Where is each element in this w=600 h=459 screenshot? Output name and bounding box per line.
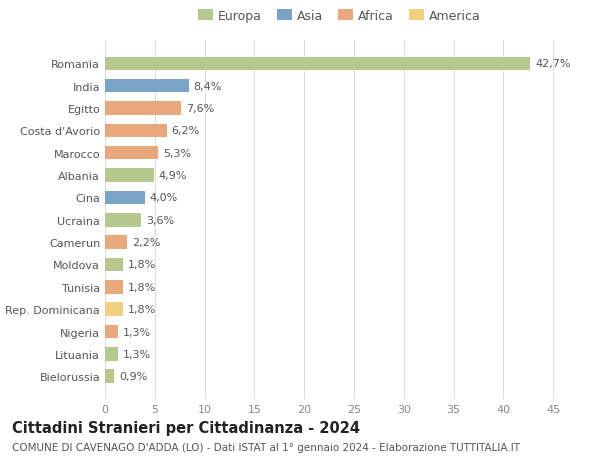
Bar bbox=[105, 124, 167, 138]
Bar bbox=[105, 213, 141, 227]
Bar bbox=[105, 102, 181, 116]
Text: 6,2%: 6,2% bbox=[172, 126, 200, 136]
Bar bbox=[105, 369, 114, 383]
Text: 1,8%: 1,8% bbox=[128, 282, 156, 292]
Text: 0,9%: 0,9% bbox=[119, 371, 147, 381]
Bar bbox=[105, 57, 530, 71]
Bar bbox=[105, 280, 123, 294]
Bar bbox=[105, 147, 158, 160]
Text: 8,4%: 8,4% bbox=[194, 82, 222, 91]
Bar bbox=[105, 169, 154, 182]
Text: Cittadini Stranieri per Cittadinanza - 2024: Cittadini Stranieri per Cittadinanza - 2… bbox=[12, 420, 360, 435]
Text: 4,9%: 4,9% bbox=[159, 171, 187, 181]
Text: 42,7%: 42,7% bbox=[535, 59, 571, 69]
Bar bbox=[105, 80, 188, 93]
Text: 1,3%: 1,3% bbox=[123, 349, 151, 359]
Bar bbox=[105, 236, 127, 249]
Text: 2,2%: 2,2% bbox=[132, 238, 160, 247]
Text: 1,8%: 1,8% bbox=[128, 260, 156, 270]
Text: COMUNE DI CAVENAGO D'ADDA (LO) - Dati ISTAT al 1° gennaio 2024 - Elaborazione TU: COMUNE DI CAVENAGO D'ADDA (LO) - Dati IS… bbox=[12, 442, 520, 452]
Bar bbox=[105, 325, 118, 338]
Legend: Europa, Asia, Africa, America: Europa, Asia, Africa, America bbox=[193, 5, 485, 28]
Bar bbox=[105, 191, 145, 205]
Text: 4,0%: 4,0% bbox=[150, 193, 178, 203]
Text: 5,3%: 5,3% bbox=[163, 148, 191, 158]
Bar bbox=[105, 258, 123, 272]
Text: 7,6%: 7,6% bbox=[185, 104, 214, 114]
Bar bbox=[105, 347, 118, 361]
Text: 3,6%: 3,6% bbox=[146, 215, 174, 225]
Text: 1,8%: 1,8% bbox=[128, 304, 156, 314]
Bar bbox=[105, 303, 123, 316]
Text: 1,3%: 1,3% bbox=[123, 327, 151, 337]
